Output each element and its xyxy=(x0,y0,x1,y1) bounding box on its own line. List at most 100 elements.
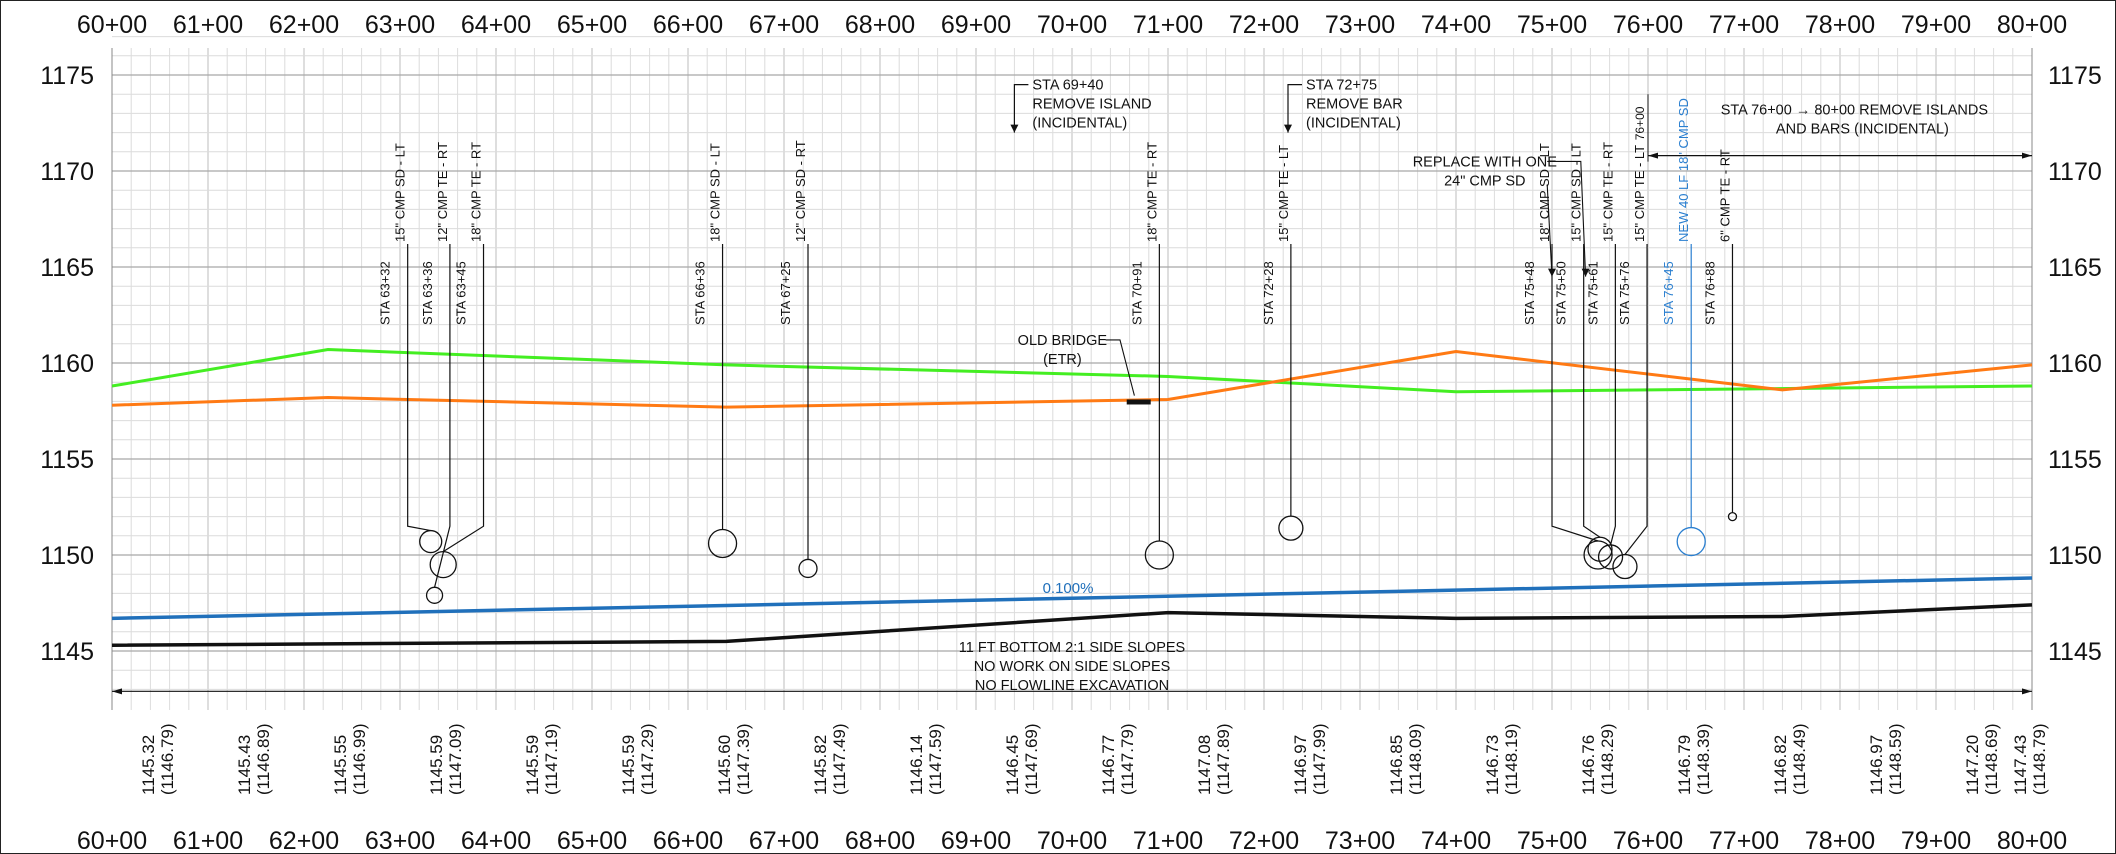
station-label-top: 63+00 xyxy=(365,11,435,39)
station-label-top: 69+00 xyxy=(941,11,1011,39)
invert-elevation: 1145.43 xyxy=(235,735,254,795)
proposed-elevation: (1146.99) xyxy=(350,723,369,795)
culvert-pipe-icon xyxy=(419,529,443,554)
station-label-top: 64+00 xyxy=(461,11,531,39)
station-label-bottom: 65+00 xyxy=(557,827,627,854)
proposed-elevation: (1148.49) xyxy=(1790,723,1809,795)
arrow-head-icon xyxy=(2022,152,2032,159)
invert-elevation: 1145.55 xyxy=(331,735,350,795)
invert-elevation: 1146.76 xyxy=(1579,735,1598,795)
culvert-station: STA 70+91 xyxy=(1129,261,1144,325)
invert-elevation: 1145.59 xyxy=(427,735,446,795)
culvert-description: 15" CMP SD - LT xyxy=(1569,143,1584,242)
invert-elevation: 1147.20 xyxy=(1963,735,1982,795)
callout-text: REMOVE BAR xyxy=(1306,97,1403,113)
elevation-label-left: 1165 xyxy=(40,254,94,282)
culvert-pipe-icon xyxy=(798,558,818,579)
invert-elevation: 1145.82 xyxy=(811,735,830,795)
bottom-value-label: 1145.32 (1146.79) xyxy=(139,723,177,795)
culvert-label: 18" CMP SD - LT STA 66+36 xyxy=(693,143,723,325)
callout-leader xyxy=(1546,184,1553,277)
callout-leader xyxy=(1013,84,1029,133)
bottom-value-label: 1145.60 (1147.39) xyxy=(715,723,753,795)
callout-text: STA 76+00 → 80+00 REMOVE ISLANDS xyxy=(1721,103,1988,119)
proposed-elevation: (1148.69) xyxy=(1982,723,2001,795)
station-label-bottom: 76+00 xyxy=(1613,827,1683,854)
culvert-pipe-icon xyxy=(1144,540,1175,570)
culvert-station: STA 63+32 xyxy=(378,261,393,325)
station-label-top: 75+00 xyxy=(1517,11,1587,39)
culvert-pipe-icon xyxy=(1612,553,1638,580)
callout-leader xyxy=(1547,160,1587,277)
profile-line-orange xyxy=(111,349,2033,409)
proposed-elevation: (1148.19) xyxy=(1502,723,1521,795)
dimension-tick-label: 76+00 xyxy=(1633,106,1647,140)
bottom-value-label: 1145.59 (1147.19) xyxy=(523,723,561,795)
callout-text: OLD BRIDGE xyxy=(1018,333,1108,349)
elevation-label-right: 1170 xyxy=(2048,158,2102,186)
station-label-bottom: 74+00 xyxy=(1421,827,1491,854)
culvert-description: 18" CMP TE - RT xyxy=(469,142,484,242)
proposed-elevation: (1148.29) xyxy=(1598,723,1617,795)
culvert-leader xyxy=(1583,243,1601,538)
elevation-label-right: 1160 xyxy=(2048,350,2102,378)
callout-text: REMOVE ISLAND xyxy=(1032,97,1151,113)
bottom-value-label: 1145.43 (1146.89) xyxy=(235,723,273,795)
culvert-leader xyxy=(1609,243,1616,546)
station-label-bottom: 75+00 xyxy=(1517,827,1587,854)
station-label-bottom: 79+00 xyxy=(1901,827,1971,854)
proposed-elevation: (1147.89) xyxy=(1214,723,1233,795)
elevation-label-left: 1160 xyxy=(40,350,94,378)
proposed-elevation: (1147.49) xyxy=(830,723,849,795)
elevation-label-right: 1155 xyxy=(2048,446,2102,474)
invert-elevation: 1145.59 xyxy=(523,735,542,795)
bottom-value-label: 1145.82 (1147.49) xyxy=(811,723,849,795)
proposed-elevation: (1148.39) xyxy=(1694,723,1713,795)
invert-elevation: 1146.97 xyxy=(1867,735,1886,795)
culvert-leader xyxy=(442,243,485,553)
station-label-top: 73+00 xyxy=(1325,11,1395,39)
bottom-value-label: 1145.59 (1147.09) xyxy=(427,723,465,795)
station-label-top: 68+00 xyxy=(845,11,915,39)
bottom-value-labels: 1145.32 (1146.79) 1145.43 (1146.89) 1145.55(… xyxy=(139,723,2049,795)
culvert-description: 6" CMP TE - RT xyxy=(1717,149,1732,242)
station-label-top: 60+00 xyxy=(77,11,147,39)
culvert-pipe-icon xyxy=(1727,511,1738,522)
culvert-leader xyxy=(433,243,451,588)
culvert-label: 18" CMP TE - RT STA 63+45 xyxy=(454,142,484,325)
culvert-label: 6" CMP TE - RT STA 76+88 xyxy=(1702,149,1732,325)
culvert-station: STA 72+28 xyxy=(1261,261,1276,325)
proposed-elevation: (1146.89) xyxy=(254,723,273,795)
culvert-description: 18" CMP TE - RT xyxy=(1144,142,1159,242)
culvert-pipe-icon xyxy=(707,528,738,559)
culvert-description: 18" CMP SD - LT xyxy=(1537,143,1552,242)
arrow-head-icon xyxy=(1548,268,1556,277)
proposed-elevation: (1148.59) xyxy=(1886,723,1905,795)
station-label-bottom: 62+00 xyxy=(269,827,339,854)
profile-lines xyxy=(111,348,2033,647)
station-label-bottom: 60+00 xyxy=(77,827,147,854)
culvert-description: 15" CMP TE - LT xyxy=(1276,145,1291,242)
proposed-elevation: (1147.29) xyxy=(638,723,657,795)
proposed-elevation: (1147.09) xyxy=(446,723,465,795)
callout-text: (INCIDENTAL) xyxy=(1306,116,1401,132)
station-label-top: 62+00 xyxy=(269,11,339,39)
station-label-top: 71+00 xyxy=(1133,11,1203,39)
bottom-value-label: 1145.55 (1146.99) xyxy=(331,723,369,795)
culvert-station: STA 67+25 xyxy=(778,261,793,325)
station-labels-bottom: 60+00 61+00 62+00 63+00 64+00 65+00 66+00 67+00… xyxy=(77,827,2067,854)
station-label-top: 80+00 xyxy=(1997,11,2067,39)
annotations-layer: 0.100% STA 69+40 REMOVE ISLAND (INCIDENTAL… xyxy=(112,78,2032,695)
proposed-elevation: (1147.79) xyxy=(1118,723,1137,795)
invert-elevation: 1147.43 xyxy=(2011,735,2030,795)
culvert-description: 15" CMP TE - RT xyxy=(1600,142,1615,242)
station-label-top: 66+00 xyxy=(653,11,723,39)
culvert-station: STA 75+61 xyxy=(1585,261,1600,325)
culvert-description: NEW 40 LF 18" CMP SD xyxy=(1676,98,1691,242)
note-text: NO WORK ON SIDE SLOPES xyxy=(974,659,1171,675)
bottom-value-label: 1147.43 (1148.79) xyxy=(2011,723,2049,795)
profile-line-blue xyxy=(111,576,2033,621)
culverts-layer: 15" CMP SD - LT STA 63+32 12" CMP TE - RT S… xyxy=(378,98,1738,604)
callout-text: 24" CMP SD xyxy=(1444,173,1525,189)
culvert-leader xyxy=(1551,243,1599,542)
